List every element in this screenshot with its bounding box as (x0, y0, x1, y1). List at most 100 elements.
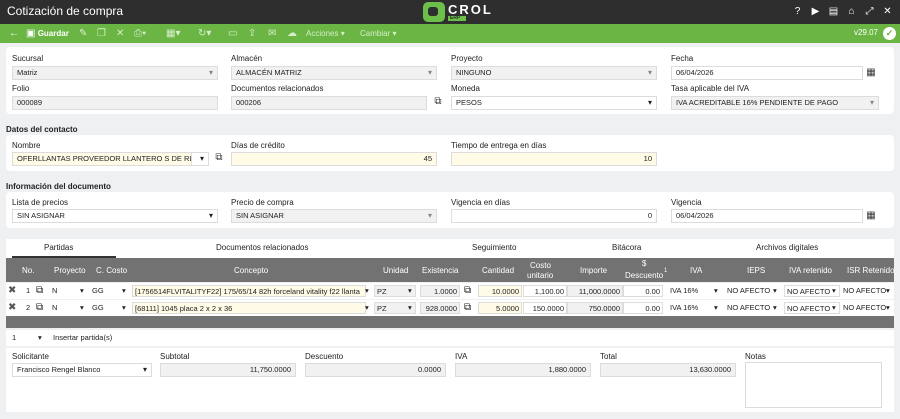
row-iva-retenido-dropdown[interactable]: ▾ (832, 286, 836, 295)
solicitante-select[interactable]: Francisco Rengel Blanco (12, 363, 152, 377)
row-costo-unitario[interactable]: 1,100.00 (523, 285, 567, 297)
cloud-upload-icon[interactable]: ☁ (287, 28, 297, 39)
row-iva-retenido-dropdown[interactable]: ▾ (832, 303, 836, 312)
tab-partidas[interactable]: Partidas (44, 243, 74, 252)
sucursal-select[interactable]: Matriz (12, 66, 218, 80)
change-menu[interactable]: Cambiar ▾ (360, 29, 397, 38)
row-lookup-icon[interactable]: ⧉ (36, 285, 44, 296)
actions-menu[interactable]: Acciones ▾ (306, 29, 345, 38)
row-ieps[interactable]: NO AFECTO (727, 286, 771, 295)
document-icon[interactable]: ▭ (228, 28, 238, 39)
row-proyecto[interactable]: N (52, 303, 58, 312)
row-ieps-dropdown[interactable]: ▾ (773, 286, 777, 295)
row-isr-retenido-dropdown[interactable]: ▾ (886, 286, 890, 295)
row-cantidad[interactable]: 5.0000 (478, 302, 522, 314)
precio-compra-select[interactable]: SIN ASIGNAR (231, 209, 437, 223)
documento-section-title: Información del documento (6, 182, 111, 191)
tab-documentos-relacionados[interactable]: Documentos relacionados (216, 243, 309, 252)
row-ccosto-dropdown[interactable]: ▾ (122, 286, 126, 295)
book-icon[interactable]: ▤ (828, 6, 839, 17)
print-icon[interactable]: ⎙▾ (134, 28, 147, 39)
tab-archivos-digitales[interactable]: Archivos digitales (756, 243, 819, 252)
copy-icon[interactable]: ❐ (97, 28, 106, 39)
table-row[interactable]: ✖ 1 ⧉ N ▾ GG ▾ [1756514FLVITALITYF22] 17… (6, 283, 894, 299)
calendar-icon[interactable]: ▦ (866, 210, 876, 221)
row-iva-dropdown[interactable]: ▾ (714, 303, 718, 312)
row-iva-retenido[interactable]: NO AFECTO (784, 302, 840, 314)
iva-rate-select[interactable]: IVA ACREDITABLE 16% PENDIENTE DE PAGO (671, 96, 879, 110)
table-row[interactable]: ✖ 2 ⧉ N ▾ GG ▾ [68111] 1045 placa 2 x 2 … (6, 300, 894, 316)
delete-row-icon[interactable]: ✖ (8, 285, 17, 296)
video-icon[interactable]: ▶ (811, 6, 820, 17)
folio-label: Folio (12, 84, 30, 93)
fecha-input[interactable]: 06/04/2026 (671, 66, 863, 80)
email-icon[interactable]: ✉ (268, 28, 277, 39)
vigencia-dias-input[interactable]: 0 (451, 209, 657, 223)
row-unidad[interactable]: PZ (374, 285, 416, 297)
cancel-icon[interactable]: ✕ (116, 28, 125, 39)
row-concepto[interactable]: [1756514FLVITALITYF22] 175/65/14 82h for… (132, 285, 366, 297)
back-icon[interactable]: ← (9, 28, 19, 39)
row-ccosto[interactable]: GG (92, 303, 104, 312)
row-descuento[interactable]: 0.00 (623, 302, 663, 314)
row-proyecto[interactable]: N (52, 286, 58, 295)
active-tab-indicator (12, 256, 116, 258)
moneda-select[interactable]: PESOS (451, 96, 657, 110)
row-unidad[interactable]: PZ (374, 302, 416, 314)
docs-lookup-icon[interactable]: ⧉ (434, 96, 442, 107)
almacen-select[interactable]: ALMACÉN MATRIZ (231, 66, 437, 80)
notas-textarea[interactable] (745, 362, 882, 408)
send-icon[interactable]: ⇪ (248, 28, 257, 39)
contact-lookup-icon[interactable]: ⧉ (215, 152, 223, 163)
dias-credito-input[interactable]: 45 (231, 152, 437, 166)
insert-partida-button[interactable]: Insertar partida(s) (53, 333, 113, 342)
tab-seguimiento[interactable]: Seguimiento (472, 243, 517, 252)
lista-precios-select[interactable]: SIN ASIGNAR (12, 209, 218, 223)
row-unidad-dropdown[interactable]: ▾ (408, 303, 412, 312)
row-isr-retenido-dropdown[interactable]: ▾ (886, 303, 890, 312)
row-unidad-dropdown[interactable]: ▾ (408, 286, 412, 295)
check-icon[interactable]: ✓ (883, 27, 896, 40)
row-stock-icon[interactable]: ⧉ (464, 285, 472, 296)
row-isr-retenido[interactable]: NO AFECTO (843, 286, 887, 295)
page-number[interactable]: 1 (12, 333, 17, 342)
save-button[interactable]: ▣ Guardar (26, 28, 69, 39)
help-icon[interactable]: ? (794, 6, 801, 17)
tab-bitacora[interactable]: Bitácora (612, 243, 642, 252)
row-ccosto-dropdown[interactable]: ▾ (122, 303, 126, 312)
row-iva[interactable]: IVA 16% (670, 286, 699, 295)
row-lookup-icon[interactable]: ⧉ (36, 302, 44, 313)
page-dropdown[interactable]: ▾ (38, 333, 42, 342)
subtotal-field: 11,750.0000 (160, 363, 296, 377)
row-iva[interactable]: IVA 16% (670, 303, 699, 312)
row-proyecto-dropdown[interactable]: ▾ (80, 286, 84, 295)
row-descuento[interactable]: 0.00 (623, 285, 663, 297)
row-stock-icon[interactable]: ⧉ (464, 302, 472, 313)
export-icon[interactable]: ▦▾ (166, 28, 181, 39)
home-icon[interactable]: ⌂ (848, 6, 855, 17)
row-ccosto[interactable]: GG (92, 286, 104, 295)
row-costo-unitario[interactable]: 150.0000 (523, 302, 567, 314)
close-icon[interactable]: ✕ (883, 6, 892, 17)
delete-row-icon[interactable]: ✖ (8, 302, 17, 313)
row-cantidad[interactable]: 10.0000 (478, 285, 522, 297)
vigencia-input[interactable]: 06/04/2026 (671, 209, 863, 223)
nombre-dropdown[interactable] (191, 152, 209, 166)
row-iva-dropdown[interactable]: ▾ (714, 286, 718, 295)
row-iva-retenido[interactable]: NO AFECTO (784, 285, 840, 297)
refresh-icon[interactable]: ↻▾ (198, 28, 212, 39)
calendar-icon[interactable]: ▦ (866, 67, 876, 78)
row-ieps[interactable]: NO AFECTO (727, 303, 771, 312)
nombre-input[interactable]: OFERLLANTAS PROVEEDOR LLANTERO S DE RL D… (12, 152, 192, 166)
row-concepto[interactable]: [68111] 1045 placa 2 x 2 x 36 (132, 302, 366, 314)
proyecto-select[interactable]: NINGUNO (451, 66, 657, 80)
row-concepto-dropdown[interactable]: ▾ (365, 286, 369, 295)
row-proyecto-dropdown[interactable]: ▾ (80, 303, 84, 312)
row-isr-retenido[interactable]: NO AFECTO (843, 303, 887, 312)
col-costo-unitario: unitario (527, 271, 554, 280)
tiempo-entrega-input[interactable]: 10 (451, 152, 657, 166)
row-ieps-dropdown[interactable]: ▾ (773, 303, 777, 312)
row-concepto-dropdown[interactable]: ▾ (365, 303, 369, 312)
expand-icon[interactable]: ⤢ (865, 6, 874, 17)
edit-icon[interactable]: ✎ (79, 28, 88, 39)
